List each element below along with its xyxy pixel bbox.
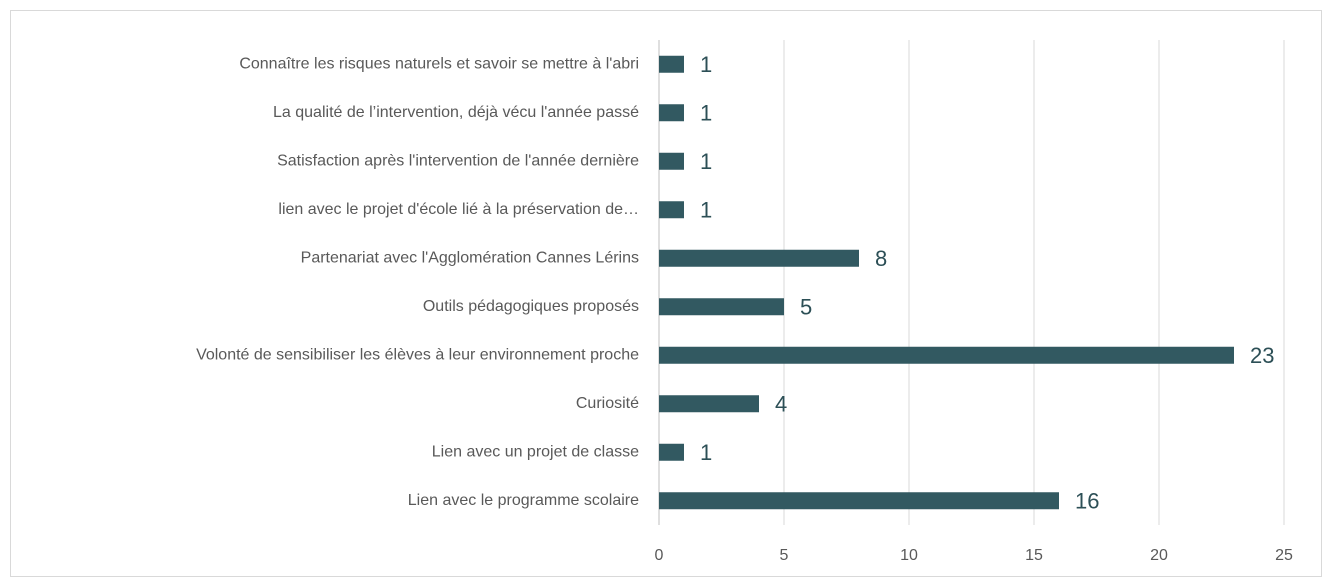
value-label: 4 — [775, 392, 787, 417]
bar — [659, 346, 1234, 364]
bar — [659, 298, 784, 316]
bar — [659, 55, 684, 73]
bar — [659, 104, 684, 122]
y-tick-label: La qualité de l’intervention, déjà vécu … — [273, 104, 639, 121]
y-tick-label: Lien avec un projet de classe — [432, 443, 639, 460]
value-label: 1 — [700, 149, 712, 174]
y-tick-label: Partenariat avec l'Agglomération Cannes … — [301, 249, 639, 266]
x-tick-label: 5 — [780, 547, 789, 564]
y-tick-label: lien avec le projet d'école lié à la pré… — [278, 201, 639, 218]
value-label: 1 — [700, 440, 712, 465]
x-tick-label: 15 — [1025, 547, 1043, 564]
bar — [659, 152, 684, 170]
value-label: 1 — [700, 198, 712, 223]
bar — [659, 395, 759, 413]
y-tick-label: Volonté de sensibiliser les élèves à leu… — [196, 346, 639, 363]
chart-border — [10, 10, 1322, 577]
value-label: 23 — [1250, 343, 1274, 368]
bar — [659, 492, 1059, 510]
value-label: 5 — [800, 295, 812, 320]
bar — [659, 201, 684, 219]
value-label: 1 — [700, 101, 712, 126]
y-tick-label: Lien avec le programme scolaire — [408, 492, 639, 509]
x-tick-label: 20 — [1150, 547, 1168, 564]
y-tick-label: Curiosité — [576, 395, 639, 412]
y-tick-label: Satisfaction après l'intervention de l'a… — [277, 152, 639, 169]
x-tick-label: 25 — [1275, 547, 1293, 564]
value-label: 16 — [1075, 489, 1099, 514]
x-tick-label: 10 — [900, 547, 918, 564]
y-tick-label: Outils pédagogiques proposés — [423, 298, 639, 315]
bar — [659, 249, 859, 267]
value-label: 8 — [875, 246, 887, 271]
bar — [659, 443, 684, 461]
x-tick-label: 0 — [655, 547, 664, 564]
y-tick-label: Connaître les risques naturels et savoir… — [239, 55, 639, 72]
value-label: 1 — [700, 52, 712, 77]
